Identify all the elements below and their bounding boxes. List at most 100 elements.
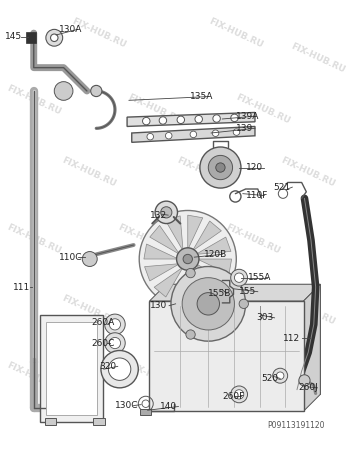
Circle shape [177, 116, 184, 124]
Text: FIX-HUB.RU: FIX-HUB.RU [280, 155, 337, 188]
Circle shape [233, 129, 240, 135]
Text: FIX-HUB.RU: FIX-HUB.RU [5, 222, 62, 256]
Text: 303: 303 [256, 313, 273, 322]
Polygon shape [144, 244, 178, 259]
Bar [45, 418, 56, 425]
Circle shape [166, 132, 172, 139]
Circle shape [139, 211, 236, 307]
Text: FIX-HUB.RU: FIX-HUB.RU [280, 294, 337, 327]
Circle shape [105, 314, 125, 335]
Text: 110F: 110F [246, 191, 268, 200]
Circle shape [182, 278, 234, 330]
Text: 130: 130 [150, 301, 168, 310]
Text: 155B: 155B [208, 289, 232, 298]
Polygon shape [196, 264, 226, 292]
Circle shape [109, 319, 120, 330]
Circle shape [109, 338, 120, 349]
Circle shape [216, 163, 225, 172]
Circle shape [195, 116, 202, 123]
Bar [140, 410, 151, 415]
Bar [149, 301, 303, 411]
Circle shape [171, 266, 246, 341]
Text: FIX-HUB.RU: FIX-HUB.RU [116, 222, 174, 256]
Text: 145: 145 [5, 32, 22, 41]
Circle shape [161, 207, 172, 218]
Bar [46, 323, 97, 415]
Circle shape [186, 330, 195, 339]
Circle shape [231, 386, 247, 403]
Circle shape [147, 133, 154, 140]
Polygon shape [166, 284, 320, 394]
Circle shape [46, 29, 63, 46]
Circle shape [190, 131, 197, 138]
Circle shape [273, 368, 288, 383]
Circle shape [234, 273, 244, 282]
Circle shape [299, 375, 310, 386]
Text: 110C: 110C [59, 252, 83, 261]
Text: FIX-HUB.RU: FIX-HUB.RU [70, 17, 128, 50]
Circle shape [142, 117, 150, 125]
Text: FIX-HUB.RU: FIX-HUB.RU [175, 294, 232, 327]
Text: 112: 112 [283, 334, 300, 343]
Text: 155: 155 [239, 287, 256, 296]
Text: FIX-HUB.RU: FIX-HUB.RU [234, 361, 291, 394]
Text: 111: 111 [13, 283, 30, 292]
Circle shape [208, 155, 232, 180]
Polygon shape [196, 237, 231, 254]
Polygon shape [173, 268, 188, 303]
Circle shape [183, 254, 193, 264]
Circle shape [101, 351, 138, 388]
Circle shape [186, 269, 195, 278]
Circle shape [54, 81, 73, 100]
Circle shape [108, 358, 131, 380]
Polygon shape [193, 267, 210, 302]
Text: FIX-HUB.RU: FIX-HUB.RU [224, 222, 281, 256]
Circle shape [176, 248, 199, 270]
Circle shape [50, 34, 58, 41]
Text: 120: 120 [246, 163, 263, 172]
Text: 120B: 120B [204, 250, 227, 259]
Text: FIX-HUB.RU: FIX-HUB.RU [126, 361, 183, 394]
Text: 260F: 260F [222, 392, 245, 401]
Polygon shape [188, 215, 203, 250]
Text: FIX-HUB.RU: FIX-HUB.RU [126, 92, 183, 125]
Text: FIX-HUB.RU: FIX-HUB.RU [61, 294, 118, 327]
Circle shape [197, 292, 219, 315]
Polygon shape [145, 264, 180, 281]
Polygon shape [154, 267, 183, 297]
Text: 132: 132 [149, 211, 167, 220]
Circle shape [82, 252, 97, 266]
Text: FIX-HUB.RU: FIX-HUB.RU [234, 92, 291, 125]
Circle shape [155, 201, 177, 224]
Polygon shape [149, 284, 320, 301]
Polygon shape [166, 216, 183, 251]
Text: FIX-HUB.RU: FIX-HUB.RU [289, 42, 346, 75]
Text: 130A: 130A [59, 25, 82, 34]
Circle shape [91, 86, 102, 97]
Polygon shape [303, 284, 320, 411]
Text: 130C: 130C [115, 401, 139, 410]
Text: FIX-HUB.RU: FIX-HUB.RU [61, 155, 118, 188]
Text: 320: 320 [99, 362, 116, 371]
Bar [40, 315, 103, 423]
Circle shape [276, 372, 284, 379]
Text: 260J: 260J [299, 383, 318, 392]
Text: FIX-HUB.RU: FIX-HUB.RU [5, 361, 62, 394]
Text: FIX-HUB.RU: FIX-HUB.RU [5, 84, 62, 117]
Circle shape [212, 130, 219, 136]
Text: FIX-HUB.RU: FIX-HUB.RU [175, 155, 232, 188]
Polygon shape [132, 126, 255, 142]
Text: 140: 140 [160, 402, 177, 411]
Text: 260A: 260A [92, 318, 115, 327]
Circle shape [231, 269, 247, 286]
Text: P09113191120: P09113191120 [267, 421, 325, 430]
Text: 155A: 155A [248, 273, 272, 282]
Text: 520: 520 [261, 374, 279, 383]
Circle shape [200, 147, 241, 188]
Text: FIX-HUB.RU: FIX-HUB.RU [208, 17, 265, 50]
Circle shape [231, 114, 238, 122]
Bar [26, 32, 36, 43]
Circle shape [234, 390, 244, 399]
Polygon shape [150, 225, 180, 254]
Bar [93, 418, 105, 425]
